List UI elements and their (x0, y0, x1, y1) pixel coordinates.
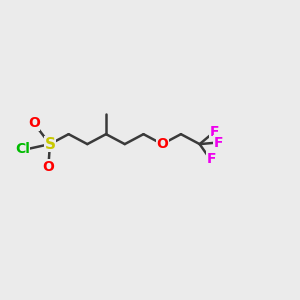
Text: O: O (156, 137, 168, 151)
Text: O: O (43, 160, 54, 174)
Text: S: S (44, 136, 56, 152)
Text: Cl: Cl (15, 142, 30, 156)
Text: F: F (214, 136, 223, 150)
Text: F: F (207, 152, 216, 166)
Text: F: F (210, 125, 219, 139)
Text: O: O (28, 116, 40, 130)
